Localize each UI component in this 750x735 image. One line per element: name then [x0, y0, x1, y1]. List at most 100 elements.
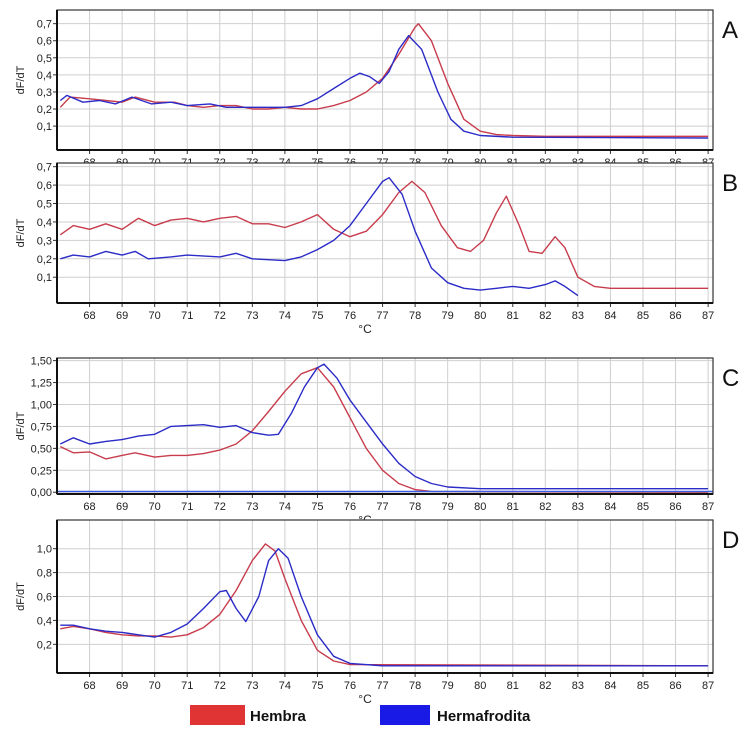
x-tick-label: 86	[669, 501, 681, 513]
legend-swatch-hembra	[190, 705, 245, 725]
x-tick-label: 87	[702, 680, 714, 692]
x-tick-label: 84	[604, 310, 616, 322]
y-tick-label: 0,6	[37, 592, 52, 604]
y-tick-label: 0,00	[31, 487, 52, 499]
y-tick-label: 1,50	[31, 356, 52, 368]
x-tick-label: 81	[507, 680, 519, 692]
x-tick-label: 75	[311, 680, 323, 692]
y-tick-label: 0,4	[37, 70, 52, 82]
series-line-hermafrodita	[60, 548, 709, 667]
x-tick-label: 71	[181, 680, 193, 692]
panel-letter: D	[722, 527, 739, 554]
x-tick-label: 68	[83, 501, 95, 513]
x-tick-label: 69	[116, 501, 128, 513]
x-tick-label: 80	[474, 310, 486, 322]
x-tick-label: 78	[409, 501, 421, 513]
x-tick-label: 70	[149, 501, 161, 513]
y-tick-label: 0,75	[31, 421, 52, 433]
x-tick-label: 85	[637, 310, 649, 322]
y-tick-label: 0,5	[37, 199, 52, 211]
x-tick-label: 87	[702, 501, 714, 513]
x-tick-label: 71	[181, 310, 193, 322]
series-line-hembra	[60, 543, 709, 667]
x-axis-label: °C	[358, 692, 372, 706]
x-tick-label: 87	[702, 310, 714, 322]
legend: Hembra Hermafrodita	[190, 705, 531, 725]
x-tick-label: 83	[572, 501, 584, 513]
panel-letter: A	[722, 17, 738, 44]
x-tick-label: 69	[116, 680, 128, 692]
y-axis-label: dF/dT	[15, 582, 27, 611]
y-tick-label: 0,3	[37, 87, 52, 99]
plot-area	[57, 163, 713, 303]
x-tick-label: 71	[181, 501, 193, 513]
panel-letter: B	[722, 170, 738, 197]
y-tick-label: 0,4	[37, 615, 52, 627]
x-tick-label: 72	[214, 501, 226, 513]
x-tick-label: 73	[246, 501, 258, 513]
series-line-hembra	[59, 367, 709, 493]
y-tick-label: 0,2	[37, 254, 52, 266]
x-tick-label: 83	[572, 310, 584, 322]
x-tick-label: 82	[539, 310, 551, 322]
x-tick-label: 80	[474, 501, 486, 513]
x-tick-label: 86	[669, 310, 681, 322]
x-tick-label: 78	[409, 310, 421, 322]
y-tick-label: 0,7	[37, 162, 52, 174]
y-tick-label: 0,3	[37, 235, 52, 247]
x-tick-label: 77	[376, 501, 388, 513]
y-tick-label: 0,7	[37, 19, 52, 31]
x-tick-label: 77	[376, 310, 388, 322]
x-tick-label: 84	[604, 501, 616, 513]
panel-a: 6869707172737475767778798081828384858687…	[15, 9, 738, 183]
legend-label-hembra: Hembra	[250, 708, 307, 725]
y-tick-label: 0,50	[31, 443, 52, 455]
panel-d: 68 69 70 71 72 73 74 75 76 77 78 79 80 81 82 83 84 85 86 87…	[15, 519, 739, 706]
y-tick-label: 1,25	[31, 378, 52, 390]
x-tick-label: 82	[539, 680, 551, 692]
x-tick-label: 72	[214, 680, 226, 692]
x-tick-label: 80	[474, 680, 486, 692]
x-tick-label: 74	[279, 680, 291, 692]
y-tick-label: 0,8	[37, 568, 52, 580]
x-tick-label: 84	[604, 680, 616, 692]
x-tick-label: 74	[279, 310, 291, 322]
x-tick-label: 81	[507, 310, 519, 322]
panel-letter: C	[722, 365, 739, 392]
x-tick-label: 75	[311, 310, 323, 322]
y-tick-label: 0,4	[37, 217, 52, 229]
legend-label-hermafrodita: Hermafrodita	[437, 708, 531, 725]
y-tick-label: 0,1	[37, 121, 52, 133]
x-tick-label: 75	[311, 501, 323, 513]
x-tick-label: 79	[442, 680, 454, 692]
y-tick-label: 0,6	[37, 180, 52, 192]
x-tick-label: 73	[246, 680, 258, 692]
series-line-hembra	[59, 180, 709, 289]
panel-b: 68 69 70 71 72 73 74 75 76 77 78 79 80 81 82 83 84 85 86 87…	[15, 162, 738, 336]
x-tick-label: 76	[344, 680, 356, 692]
plot-area	[57, 10, 713, 150]
legend-swatch-hermafrodita	[380, 705, 430, 725]
x-tick-label: 77	[376, 680, 388, 692]
x-tick-label: 68	[83, 310, 95, 322]
x-tick-label: 85	[637, 680, 649, 692]
y-axis-label: dF/dT	[15, 65, 27, 94]
y-axis-label: dF/dT	[15, 218, 27, 247]
x-tick-label: 69	[116, 310, 128, 322]
y-axis-label: dF/dT	[15, 411, 27, 440]
x-axis-label: °C	[358, 322, 372, 336]
x-tick-label: 83	[572, 680, 584, 692]
x-tick-label: 81	[507, 501, 519, 513]
x-tick-label: 76	[344, 501, 356, 513]
y-tick-label: 0,1	[37, 272, 52, 284]
x-tick-label: 70	[149, 680, 161, 692]
x-tick-label: 78	[409, 680, 421, 692]
series-line-hermafrodita	[59, 363, 709, 490]
y-tick-label: 0,6	[37, 36, 52, 48]
y-tick-label: 0,2	[37, 104, 52, 116]
series-line-hermafrodita	[59, 34, 709, 139]
x-tick-label: 76	[344, 310, 356, 322]
series-line-hembra	[59, 23, 709, 137]
x-tick-label: 85	[637, 501, 649, 513]
